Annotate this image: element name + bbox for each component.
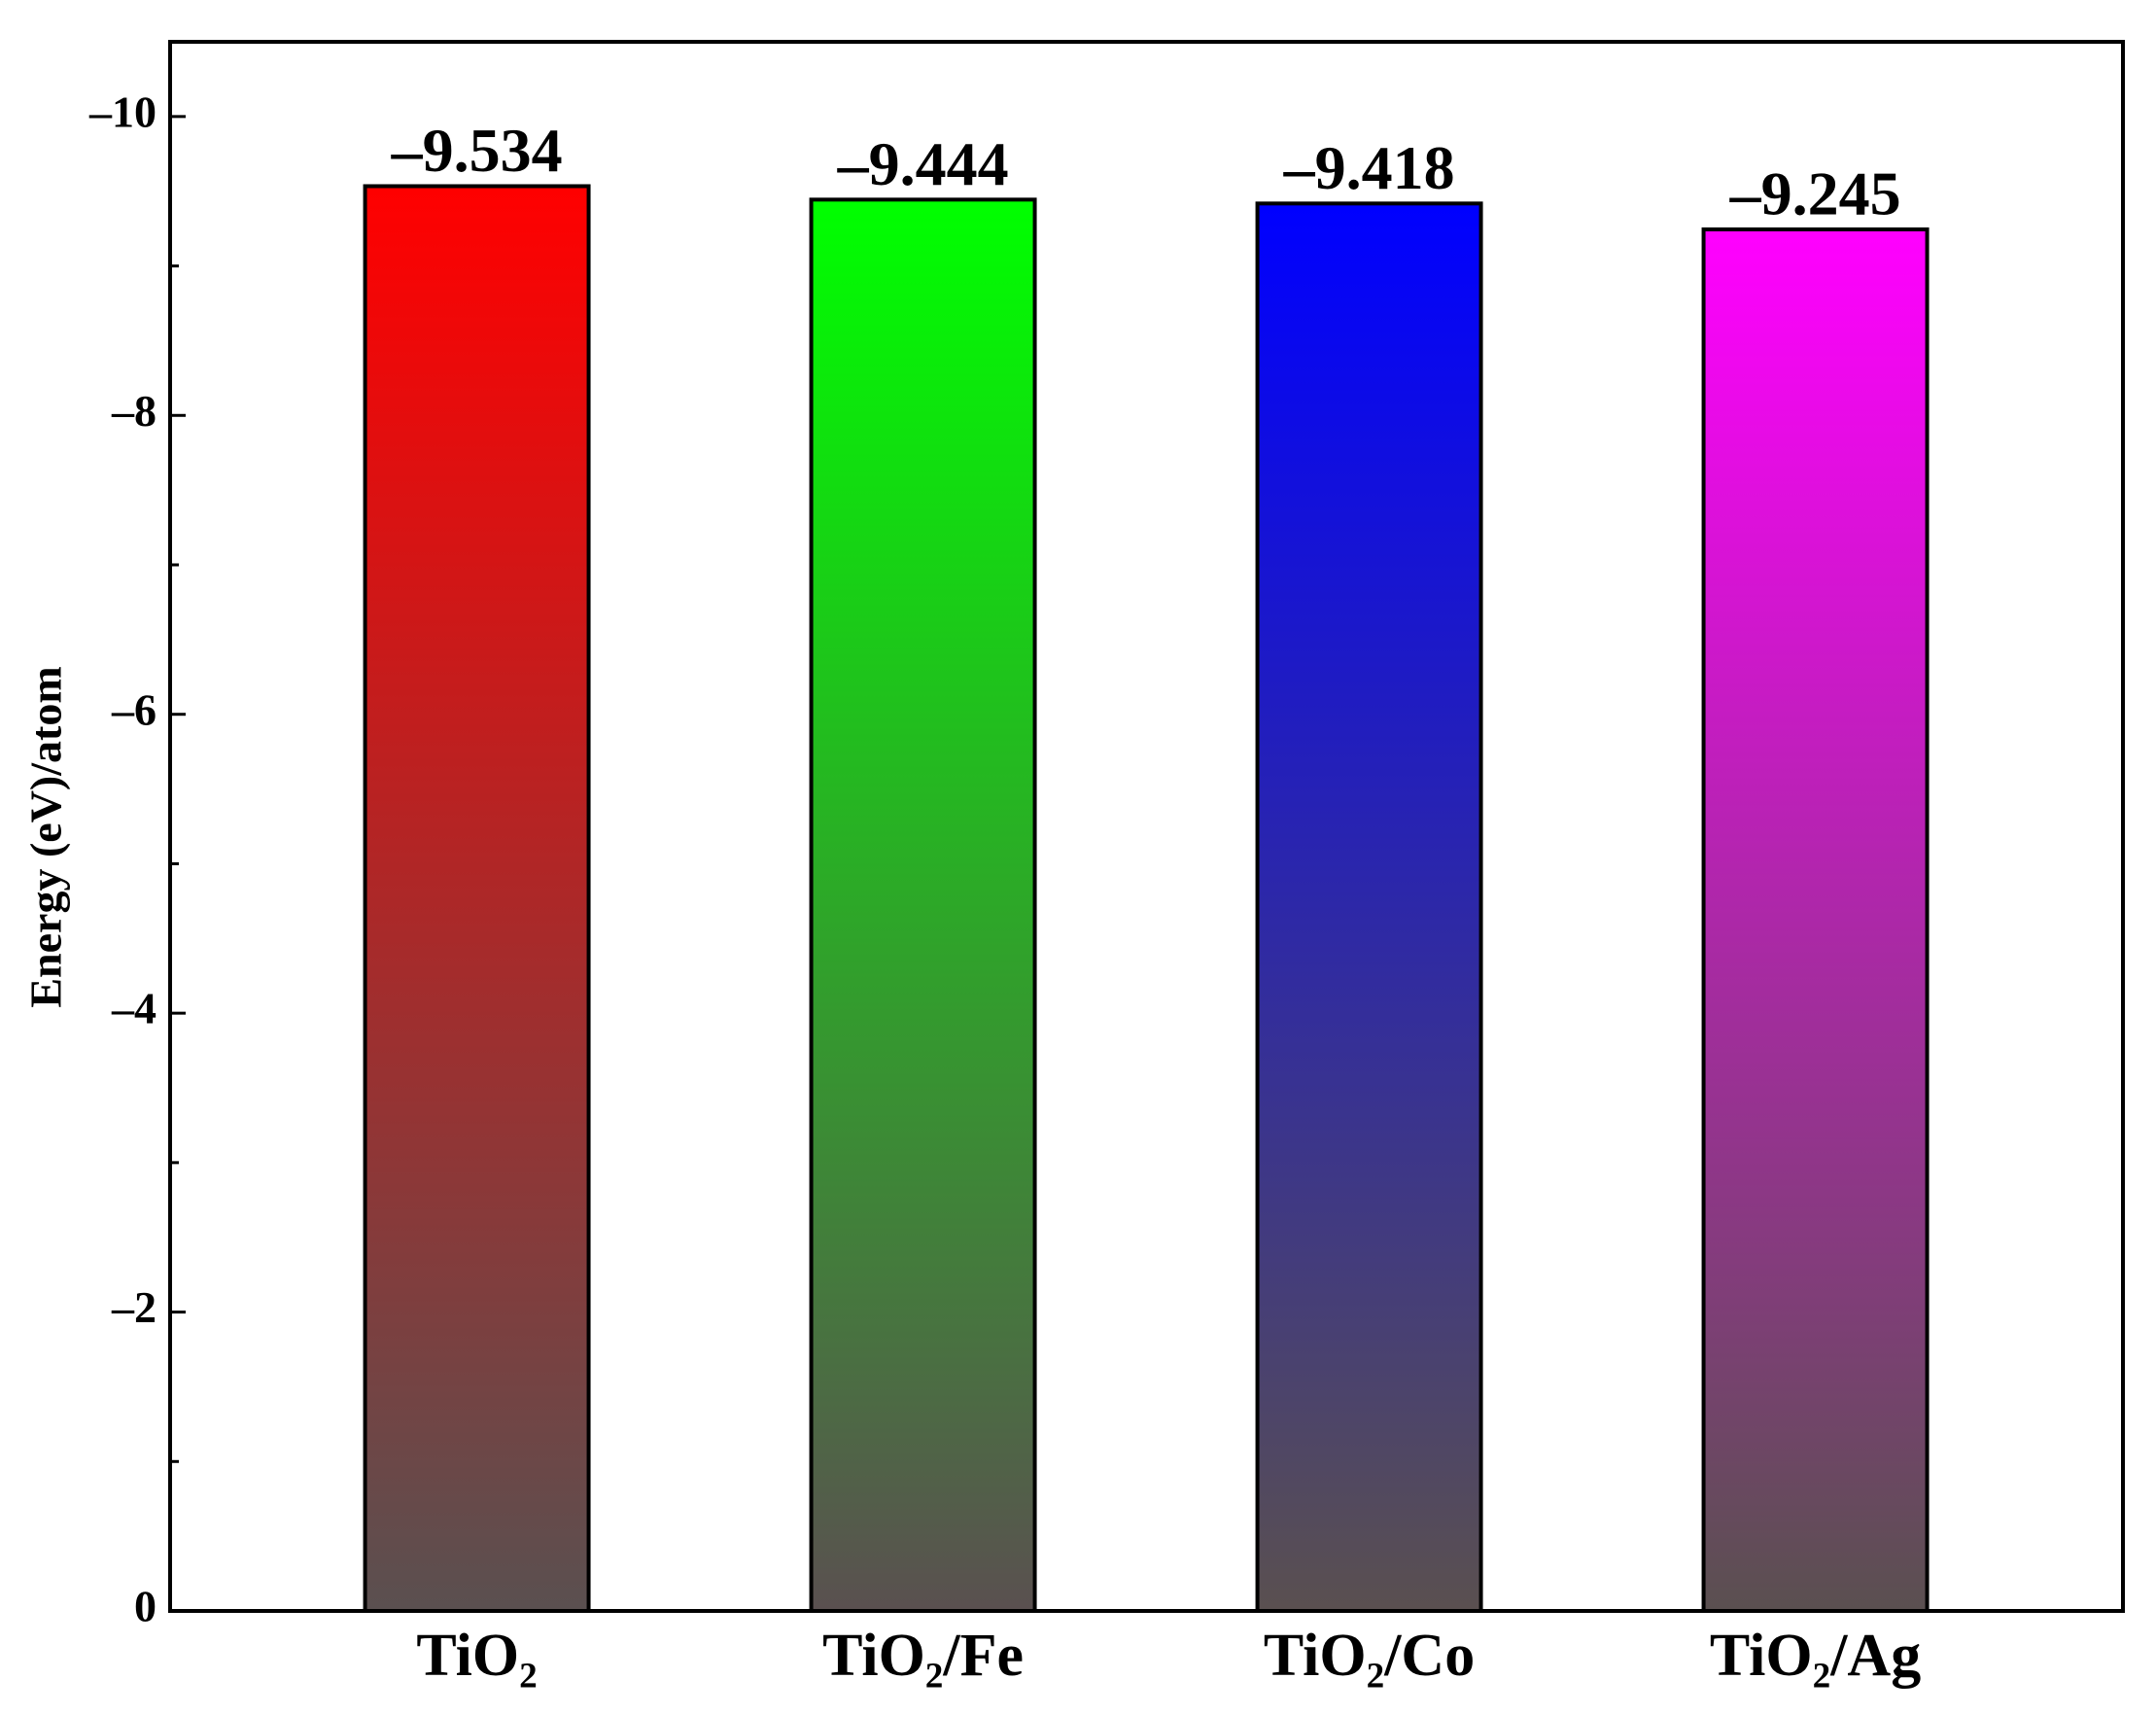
bar [809,197,1037,1614]
y-tick-label: –6 [111,684,156,734]
bar [363,184,591,1613]
x-tick-label: TiO₂ [416,1623,537,1689]
y-tick-label: 0 [134,1582,156,1631]
value-label: –9.418 [1283,133,1455,202]
x-tick-label: TiO₂/Co [1264,1623,1475,1689]
plot-frame [168,40,2125,1613]
y-axis-label: Energy (eV)/atom [21,666,71,1007]
y-tick-label: –10 [88,87,156,136]
value-label: –9.245 [1729,159,1901,228]
y-tick-label: –2 [111,1282,156,1332]
bar [1255,201,1483,1614]
x-tick-label: TiO₂/Fe [822,1623,1024,1689]
value-label: –9.534 [391,116,563,185]
bar [1701,227,1930,1614]
value-label: –9.444 [837,129,1009,198]
y-tick-label: –4 [111,984,156,1033]
x-tick-label: TiO₂/Ag [1710,1623,1921,1689]
y-tick-label: –8 [111,386,156,436]
